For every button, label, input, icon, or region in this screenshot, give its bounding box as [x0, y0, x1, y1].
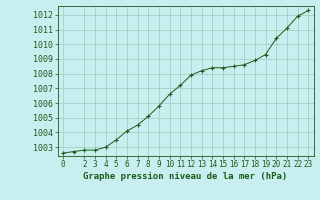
X-axis label: Graphe pression niveau de la mer (hPa): Graphe pression niveau de la mer (hPa)	[84, 172, 288, 181]
